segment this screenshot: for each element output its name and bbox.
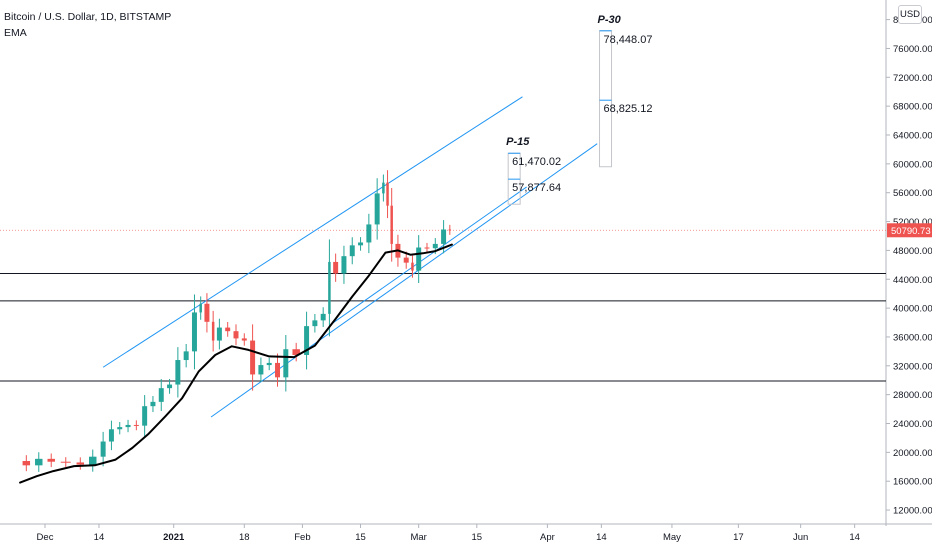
- candle-body: [89, 456, 97, 465]
- time-axis-label: 14: [94, 532, 105, 543]
- candle-body: [320, 313, 326, 321]
- candle-body: [283, 349, 289, 378]
- candle-body: [292, 349, 300, 355]
- price-axis-label: 32000.00: [893, 361, 932, 372]
- projection-level-label: 61,470.02: [512, 156, 561, 168]
- candle-body: [117, 427, 123, 430]
- projection-level-label: 68,825.12: [604, 103, 653, 115]
- time-axis-label: Mar: [410, 532, 426, 543]
- candle-body: [76, 462, 85, 465]
- time-axis-label: Jun: [793, 532, 808, 543]
- time-axis-label: Dec: [37, 532, 54, 543]
- candle-body: [266, 362, 272, 366]
- time-axis-label: 15: [355, 532, 366, 543]
- candle-body: [199, 303, 202, 313]
- candle-body: [403, 257, 409, 263]
- candle-body: [47, 458, 55, 462]
- candle-body: [100, 441, 106, 457]
- candle-body: [22, 461, 31, 466]
- price-axis-label: 36000.00: [893, 332, 932, 343]
- price-axis-label: 20000.00: [893, 448, 932, 459]
- candle-body: [183, 351, 189, 361]
- candle-body: [390, 205, 393, 244]
- candle-body: [312, 320, 318, 327]
- chart-legend: Bitcoin / U.S. Dollar, 1D, BITSTAMP EMA: [4, 9, 171, 41]
- time-axis-label: 14: [596, 532, 607, 543]
- price-axis-label: 76000.00: [893, 44, 932, 55]
- projection-level-label: 78,448.07: [604, 34, 653, 46]
- time-axis-label: Apr: [540, 532, 555, 543]
- candle-body: [349, 245, 355, 257]
- time-axis-label: Feb: [294, 532, 310, 543]
- candle-body: [225, 327, 231, 332]
- candle-body: [374, 193, 380, 225]
- channel-line: [331, 186, 527, 325]
- price-axis-label: 68000.00: [893, 102, 932, 113]
- time-axis-label: 14: [849, 532, 860, 543]
- price-axis-label: 64000.00: [893, 131, 932, 142]
- candle-body: [233, 331, 239, 339]
- time-axis-label: 2021: [163, 532, 185, 543]
- candle-body: [142, 406, 148, 426]
- price-axis-label: 16000.00: [893, 477, 932, 488]
- candle-body: [341, 256, 347, 274]
- candle-body: [167, 384, 173, 389]
- candle-body: [441, 229, 447, 244]
- candle-body: [150, 401, 156, 407]
- candle-body: [258, 365, 264, 375]
- candle-body: [60, 461, 71, 463]
- candle-body: [241, 338, 247, 341]
- price-axis-label: 52000.00: [893, 217, 932, 228]
- price-axis-label: 60000.00: [893, 159, 932, 170]
- price-axis-label: 72000.00: [893, 73, 932, 84]
- price-axis-label: 28000.00: [893, 390, 932, 401]
- candle-body: [133, 424, 139, 426]
- ema-indicator-label[interactable]: EMA: [4, 27, 27, 39]
- candle-body: [411, 262, 414, 271]
- price-axis-label: 12000.00: [893, 506, 932, 517]
- projection-box: [599, 30, 613, 168]
- projection-level-label: 57,877.64: [512, 182, 561, 194]
- candle-body: [175, 360, 181, 385]
- price-axis-label: 40000.00: [893, 304, 932, 315]
- channel-line: [102, 96, 523, 368]
- candle-body: [304, 326, 310, 355]
- candle-body: [191, 312, 197, 352]
- candle-body: [333, 261, 339, 274]
- projection-label: P-30: [598, 14, 622, 26]
- time-axis-label: 17: [733, 532, 744, 543]
- candle-body: [211, 321, 215, 341]
- candle-body: [448, 229, 452, 231]
- last-price-label: 50790.73: [891, 226, 931, 237]
- projection-label: P-15: [506, 136, 530, 148]
- candle-body: [432, 243, 438, 249]
- last-price-badge: [887, 223, 932, 238]
- time-axis-label: May: [663, 532, 681, 543]
- price-axis-label: 48000.00: [893, 246, 932, 257]
- candle-body: [382, 182, 385, 194]
- price-axis-label: 56000.00: [893, 188, 932, 199]
- candle-body: [386, 182, 389, 206]
- candle-body: [125, 424, 131, 428]
- symbol-title[interactable]: Bitcoin / U.S. Dollar, 1D, BITSTAMP: [4, 11, 172, 23]
- candle-body: [35, 458, 43, 466]
- candle-body: [158, 388, 164, 402]
- price-axis-label: 44000.00: [893, 275, 932, 286]
- candle-body: [416, 247, 422, 271]
- ema-line: [19, 243, 453, 484]
- candle-body: [424, 247, 430, 249]
- price-axis-label: 24000.00: [893, 419, 932, 430]
- candle-body: [204, 303, 210, 322]
- time-axis-label: 15: [472, 532, 483, 543]
- candle-body: [366, 224, 372, 243]
- candle-body: [108, 429, 114, 442]
- candle-body: [328, 261, 331, 314]
- candle-body: [358, 242, 364, 246]
- currency-button[interactable]: USD: [898, 5, 922, 24]
- candle-body: [250, 340, 256, 375]
- candle-body: [216, 327, 222, 341]
- time-axis-label: 18: [239, 532, 250, 543]
- candle-body: [275, 362, 281, 378]
